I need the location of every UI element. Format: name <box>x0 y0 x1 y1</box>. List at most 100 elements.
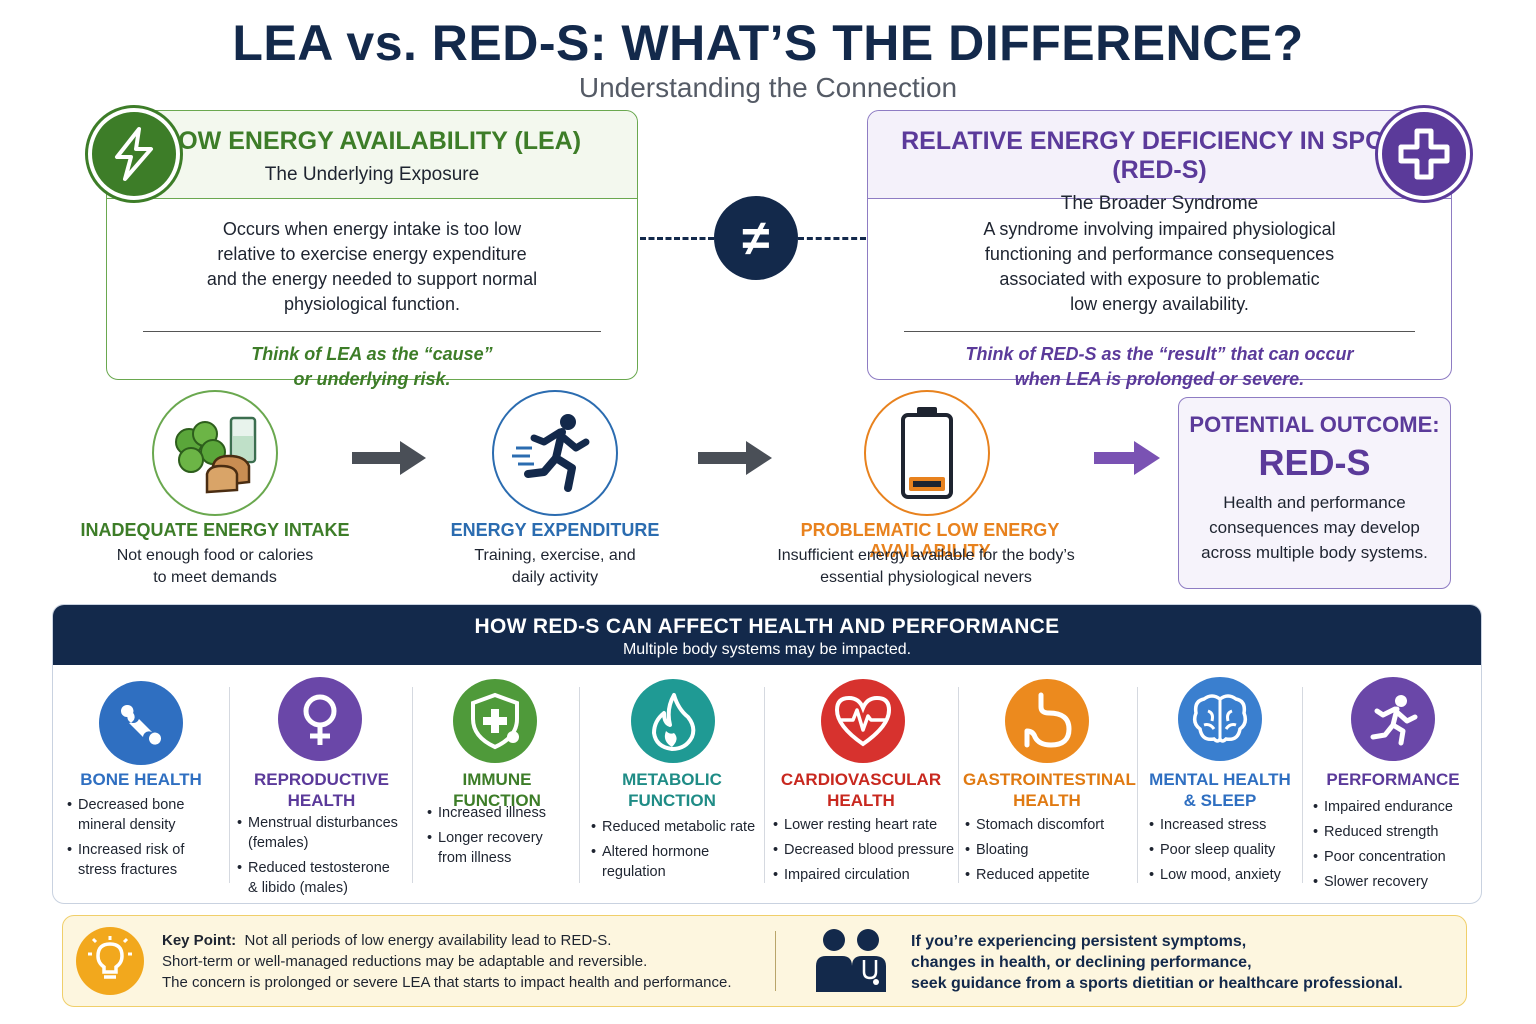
column-divider <box>412 687 413 883</box>
heart-pulse-icon <box>821 679 905 763</box>
runner-icon <box>492 390 618 516</box>
reds-body-line: low energy availability. <box>1070 294 1249 314</box>
reds-card-think: Think of RED-S as the “result” that can … <box>868 342 1451 392</box>
bullet-text: Altered hormone <box>602 844 710 860</box>
sprinter-icon <box>1351 677 1435 761</box>
lea-body-line: Occurs when energy intake is too low <box>222 219 522 239</box>
key-point-banner <box>62 915 1467 1007</box>
bullet-text: Increased risk of <box>78 842 185 858</box>
list-item: Decreased bone mineral density <box>67 795 223 835</box>
flow-step-lea-label: PROBLEMATIC LOW ENERGY AVAILABILITY <box>800 520 1060 561</box>
healthcare-professionals-icon <box>816 929 886 992</box>
lea-card-header: LOW ENERGY AVAILABILITY (LEA) The Underl… <box>107 111 637 199</box>
page-title: LEA vs. RED-S: WHAT’S THE DIFFERENCE? <box>232 15 1304 71</box>
lea-card-subtitle: The Underlying Exposure <box>264 164 480 185</box>
reds-body-line: associated with exposure to problematic <box>999 269 1320 289</box>
bullet-text: Menstrual disturbances <box>248 815 398 831</box>
reds-card-subtitle: The Broader Syndrome <box>1060 193 1259 214</box>
lea-body-line: and the energy needed to support normal <box>206 269 538 289</box>
flow-desc-line: Training, exercise, and <box>474 547 636 564</box>
system-list-bone: Decreased bone mineral density Increased … <box>67 795 223 885</box>
key-point-text: Key Point: Not all periods of low energy… <box>162 930 731 993</box>
system-title-line: MENTAL HEALTH <box>1149 770 1291 789</box>
key-point-divider <box>775 931 776 991</box>
list-item: Poor sleep quality <box>1149 840 1299 860</box>
bullet-text: (females) <box>248 835 309 851</box>
flow-step-intake-desc: Not enough food or calories to meet dema… <box>80 545 350 589</box>
reds-think-line: Think of RED-S as the “result” that can … <box>965 344 1354 364</box>
lightning-icon <box>88 108 180 200</box>
system-title-line: BONE HEALTH <box>80 770 202 789</box>
list-item: Impaired circulation <box>773 865 957 885</box>
list-item: Reduced metabolic rate <box>591 817 761 837</box>
outcome-desc-line: consequences may develop <box>1209 518 1420 537</box>
system-title-mental: MENTAL HEALTH & SLEEP <box>1141 769 1299 811</box>
connector-dash-right <box>798 237 866 240</box>
key-point-line: Short-term or well-managed reductions ma… <box>162 953 648 970</box>
outcome-desc: Health and performance consequences may … <box>1179 490 1450 565</box>
bullet-text: Poor concentration <box>1324 849 1446 865</box>
medical-cross-icon <box>1378 108 1470 200</box>
reds-body-line: A syndrome involving impaired physiologi… <box>983 219 1336 239</box>
female-symbol-icon <box>278 677 362 761</box>
bullet-text: Decreased blood pressure <box>784 842 955 858</box>
flame-icon <box>631 679 715 763</box>
brain-icon <box>1178 677 1262 761</box>
list-item: Decreased blood pressure <box>773 840 957 860</box>
list-item: Bloating <box>965 840 1133 860</box>
system-title-performance: PERFORMANCE <box>1309 769 1477 790</box>
bullet-text: Stomach discomfort <box>976 817 1105 833</box>
flow-arrow-2 <box>698 441 772 475</box>
bullet-text: Increased illness <box>438 805 546 821</box>
guidance-text: If you’re experiencing persistent sympto… <box>911 931 1403 994</box>
system-title-metabolic: METABOLIC FUNCTION <box>589 769 755 811</box>
bullet-text: regulation <box>602 864 666 880</box>
list-item: Increased illness <box>427 803 577 823</box>
low-battery-icon <box>864 390 990 516</box>
bullet-text: Longer recovery <box>438 830 543 846</box>
system-title-line: METABOLIC <box>622 770 722 789</box>
flow-arrow-1 <box>352 441 426 475</box>
bone-icon <box>99 681 183 765</box>
bullet-text: Lower resting heart rate <box>784 817 938 833</box>
system-title-bone: BONE HEALTH <box>61 769 221 790</box>
list-item: Lower resting heart rate <box>773 815 957 835</box>
lea-card-think: Think of LEA as the “cause” or underlyin… <box>107 342 637 392</box>
system-title-line: HEALTH <box>1013 791 1081 810</box>
lea-definition-card: LOW ENERGY AVAILABILITY (LEA) The Underl… <box>106 110 638 389</box>
column-divider <box>579 687 580 883</box>
key-point-line: Not all periods of low energy availabili… <box>244 932 612 949</box>
list-item: Low mood, anxiety <box>1149 865 1299 885</box>
list-item: Increased risk of stress fractures <box>67 840 223 880</box>
system-title-line: REPRODUCTIVE <box>253 770 390 789</box>
system-title-reproductive: REPRODUCTIVE HEALTH <box>239 769 404 811</box>
bullet-text: Reduced testosterone <box>248 860 390 876</box>
systems-title: HOW RED-S CAN AFFECT HEALTH AND PERFORMA… <box>474 615 1060 638</box>
connector-dash-left <box>640 237 714 240</box>
bullet-text: from illness <box>438 850 512 866</box>
lea-think-line: Think of LEA as the “cause” <box>251 344 493 364</box>
outcome-desc-line: Health and performance <box>1223 493 1406 512</box>
lea-body-line: relative to exercise energy expenditure <box>217 244 527 264</box>
system-list-gastrointestinal: Stomach discomfort Bloating Reduced appe… <box>965 815 1133 890</box>
outcome-label: POTENTIAL OUTCOME: <box>1189 412 1440 437</box>
lea-card-body: Occurs when energy intake is too low rel… <box>107 199 637 317</box>
page-subtitle: Understanding the Connection <box>578 72 958 103</box>
bullet-text: Low mood, anxiety <box>1160 867 1281 883</box>
key-point-label: Key Point: <box>162 932 237 949</box>
reds-card-header: RELATIVE ENERGY DEFICIENCY IN SPORT (RED… <box>868 111 1451 214</box>
bullet-text: Impaired endurance <box>1324 799 1453 815</box>
guidance-line: changes in health, or declining performa… <box>911 954 1252 971</box>
column-divider <box>1302 687 1303 883</box>
system-title-line: CARDIOVASCULAR <box>780 770 942 789</box>
system-list-mental: Increased stress Poor sleep quality Low … <box>1149 815 1299 890</box>
not-equal-icon: ≠ <box>714 196 798 280</box>
outcome-value: RED-S <box>1258 442 1371 483</box>
flow-desc-line: Insufficient energy available for the bo… <box>777 547 1075 564</box>
systems-subtitle: Multiple body systems may be impacted. <box>622 641 912 658</box>
reds-definition-card: RELATIVE ENERGY DEFICIENCY IN SPORT (RED… <box>867 110 1452 389</box>
flow-desc-line: Not enough food or calories <box>116 547 314 564</box>
system-list-immune: Increased illness Longer recovery from il… <box>427 803 577 873</box>
list-item: Menstrual disturbances (females) <box>237 813 409 853</box>
list-item: Poor concentration <box>1313 847 1479 867</box>
